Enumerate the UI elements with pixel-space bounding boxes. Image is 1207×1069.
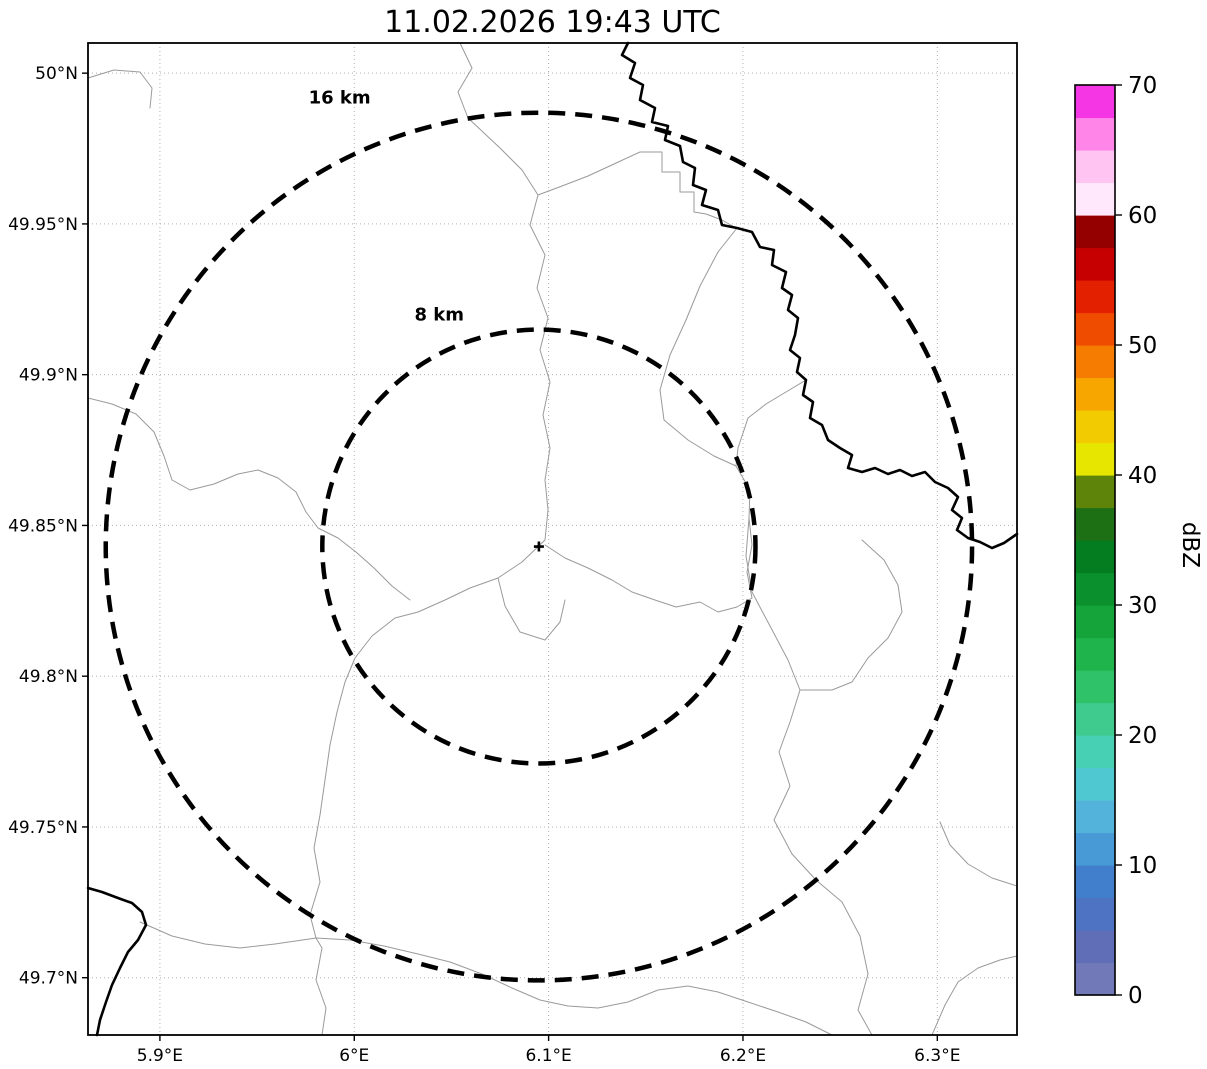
colorbar-segment <box>1075 832 1115 866</box>
colorbar-segment <box>1075 117 1115 151</box>
radar-site-cross <box>533 541 544 552</box>
x-tick-label: 6.2°E <box>720 1046 766 1066</box>
x-tick-label: 6.1°E <box>525 1046 571 1066</box>
commune-boundary-path <box>735 379 807 467</box>
y-tick-label: 49.9°N <box>19 366 78 386</box>
x-tick-label: 6°E <box>339 1046 369 1066</box>
commune-boundary-path <box>659 227 751 519</box>
colorbar-segment <box>1075 442 1115 476</box>
colorbar-segment <box>1075 312 1115 346</box>
axis-ticks: 5.9°E 6°E 6.1°E 6.2°E 6.3°E 50°N 49.95°N 49.9°N… <box>8 64 960 1066</box>
colorbar-tick-label: 70 <box>1128 73 1157 99</box>
colorbar-segment <box>1075 150 1115 184</box>
range-ring-label: 8 km <box>415 305 465 326</box>
y-tick-label: 49.95°N <box>8 215 78 235</box>
colorbar-tick-label: 10 <box>1128 853 1157 879</box>
colorbar-segment <box>1075 345 1115 379</box>
commune-boundary-path <box>315 937 833 1036</box>
colorbar-segment <box>1075 475 1115 509</box>
colorbar-segment <box>1075 85 1115 119</box>
national-border-path <box>620 41 1019 550</box>
range-rings: 16 km 8 km <box>103 88 975 983</box>
colorbar-segment <box>1075 670 1115 704</box>
national-border-path <box>86 886 148 1037</box>
commune-boundary-path <box>931 955 1018 1036</box>
colorbar-segment <box>1075 540 1115 574</box>
commune-boundary-path <box>639 151 707 215</box>
x-tick-label: 6.3°E <box>914 1046 960 1066</box>
colorbar-segment <box>1075 865 1115 899</box>
y-tick-label: 49.7°N <box>19 969 78 989</box>
colorbar-tick-label: 20 <box>1128 723 1157 749</box>
colorbar-tick-label: 40 <box>1128 463 1157 489</box>
commune-boundary-path <box>457 42 551 541</box>
commune-boundary-path <box>537 151 641 196</box>
plot-title: 11.02.2026 19:43 UTC <box>384 5 721 40</box>
colorbar-segment <box>1075 800 1115 834</box>
colorbar-segment <box>1075 767 1115 801</box>
range-ring <box>103 110 975 983</box>
colorbar-segment <box>1075 897 1115 931</box>
colorbar-segment <box>1075 247 1115 281</box>
commune-boundary-path <box>939 821 1018 887</box>
commune-boundary-path <box>87 69 153 109</box>
radar-center-marker <box>533 541 544 552</box>
colorbar-segment <box>1075 637 1115 671</box>
commune-boundary-path <box>139 921 317 949</box>
commune-boundary-path <box>497 577 566 641</box>
colorbar-segment <box>1075 702 1115 736</box>
colorbar-segment <box>1075 930 1115 964</box>
range-ring-label: 16 km <box>309 88 371 109</box>
range-ring <box>320 327 758 766</box>
colorbar-segment <box>1075 735 1115 769</box>
y-tick-label: 49.85°N <box>8 516 78 536</box>
commune-boundary-path <box>309 539 546 1036</box>
municipal-boundaries <box>87 42 1018 1036</box>
colorbar-segment <box>1075 280 1115 314</box>
gridlines <box>88 43 1017 1035</box>
colorbar-tick-label: 30 <box>1128 593 1157 619</box>
national-border <box>86 41 1019 1037</box>
colorbar-segment <box>1075 507 1115 541</box>
commune-boundary-path <box>544 517 753 613</box>
colorbar-segment <box>1075 182 1115 216</box>
colorbar-segment <box>1075 962 1115 996</box>
commune-boundary-path <box>87 397 411 601</box>
colorbar: 0 10 20 30 40 50 60 70 <box>1074 73 1157 1009</box>
colorbar-segment <box>1075 605 1115 639</box>
colorbar-segment <box>1075 377 1115 411</box>
colorbar-segment <box>1075 215 1115 249</box>
colorbar-segment <box>1075 410 1115 444</box>
colorbar-segment <box>1075 572 1115 606</box>
x-tick-label: 5.9°E <box>137 1046 183 1066</box>
colorbar-frame <box>1074 84 1116 996</box>
commune-boundary-path <box>745 517 873 1036</box>
colorbar-tick-label: 0 <box>1128 983 1143 1009</box>
colorbar-tick-label: 50 <box>1128 333 1157 359</box>
colorbar-unit-label: dBZ <box>1177 522 1203 568</box>
y-tick-label: 49.75°N <box>8 818 78 838</box>
y-tick-label: 50°N <box>35 64 78 84</box>
plot-frame <box>87 42 1018 1036</box>
colorbar-tick-label: 60 <box>1128 203 1157 229</box>
commune-boundary-path <box>799 539 903 691</box>
y-tick-label: 49.8°N <box>19 667 78 687</box>
